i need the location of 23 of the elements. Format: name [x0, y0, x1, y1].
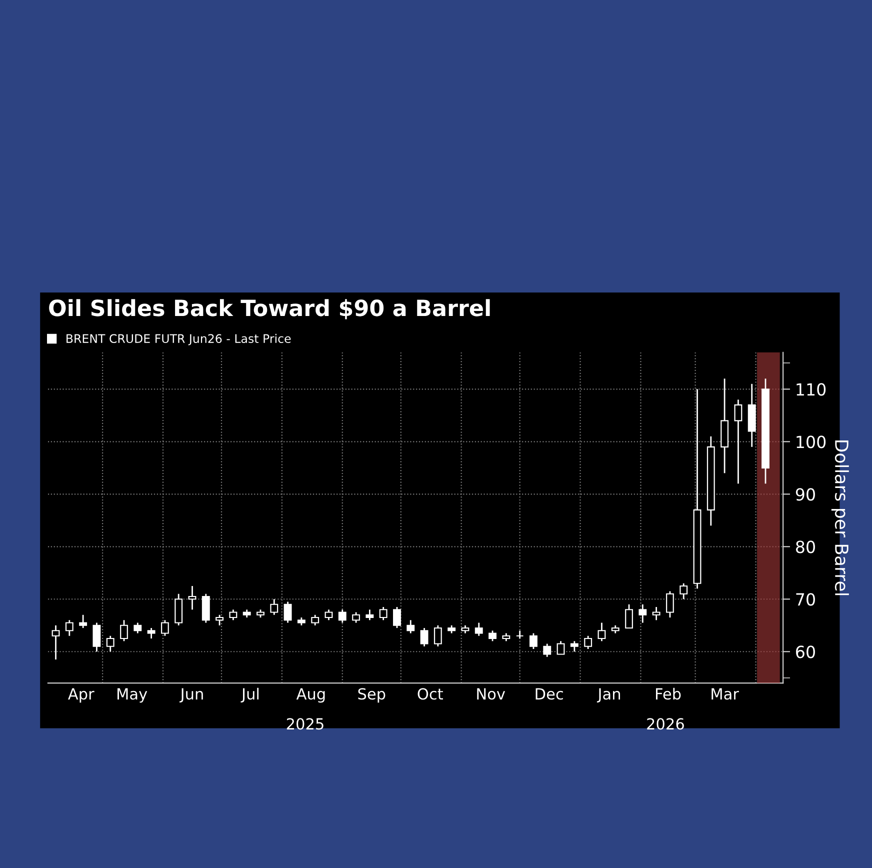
text: 2026: [647, 718, 684, 730]
y-tick-label: 70: [796, 593, 815, 606]
x-tick-label: Nov: [477, 688, 506, 700]
x-tick-label: Jun: [180, 688, 203, 703]
y-tick-label: 90: [796, 488, 815, 501]
x-tick-label: Apr: [68, 688, 94, 703]
y-tick-label: 110: [796, 383, 826, 396]
x-tick-label: Aug: [296, 688, 325, 703]
chart-title: Oil Slides Back Toward $90 a Barrel: [49, 299, 490, 320]
y-axis-title: Dollars per Barrel: [831, 440, 849, 596]
x-tick-label: Feb: [656, 688, 681, 700]
x-tick-label: Sep: [358, 688, 386, 703]
x-tick-label: Dec: [536, 688, 563, 700]
x-tick-label: Jul: [240, 688, 259, 703]
y-tick-label: 100: [796, 436, 826, 448]
x-tick-label: Oct: [418, 688, 443, 700]
x-tick-label: May: [118, 688, 148, 703]
text: 2025: [286, 718, 324, 730]
y-tick-label: 60: [796, 646, 815, 658]
y-tick-label: 80: [796, 540, 815, 554]
legend-label: BRENT CRUDE FUTR Jun26 - Last Price: [66, 334, 291, 346]
x-tick-label: Mar: [712, 688, 739, 700]
x-tick-label: Jan: [596, 688, 620, 703]
